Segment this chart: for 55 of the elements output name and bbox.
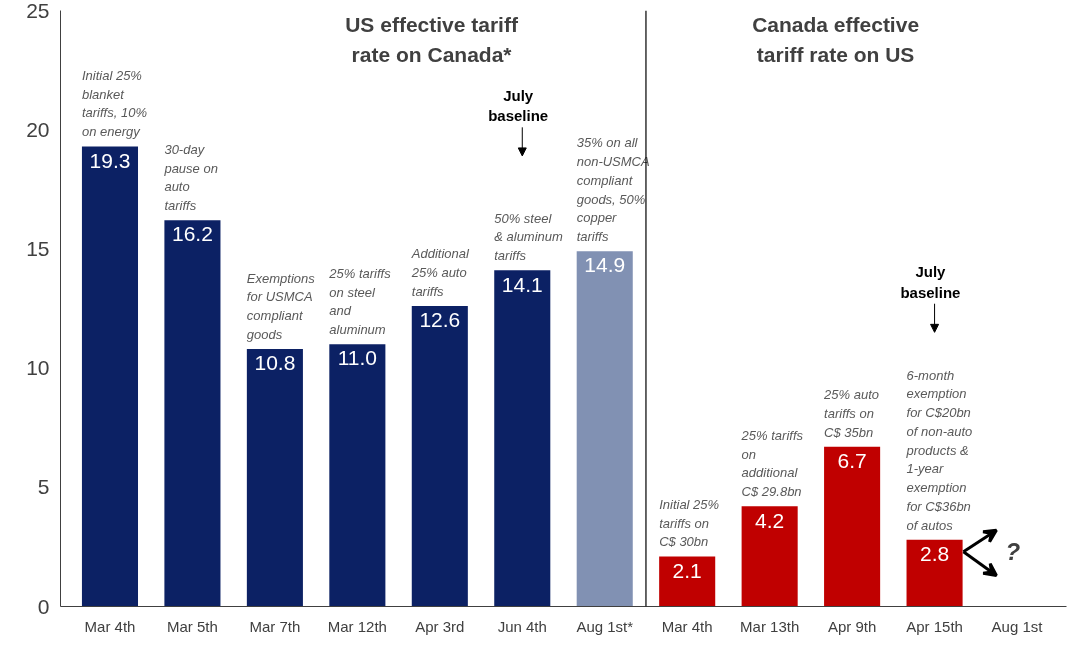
y-tick-label: 15: [26, 236, 50, 260]
x-tick-label: Jun 4th: [497, 617, 547, 635]
data-label: 16.2: [172, 222, 213, 246]
data-label: 2.1: [672, 558, 702, 582]
data-label: 2.8: [919, 541, 950, 565]
annotation: Exemptions for USMCA compliant goods: [246, 270, 316, 342]
bar: [824, 446, 881, 607]
annotation: 50% steel & aluminum tariffs: [494, 210, 564, 264]
x-tick-label: Apr 3rd: [415, 617, 465, 635]
x-tick-label: Mar 4th: [84, 617, 136, 635]
data-label: 11.0: [337, 346, 378, 370]
y-tick-label: 0: [37, 594, 50, 618]
annotation: US effective tariff rate on Canada*: [345, 12, 519, 66]
annotation: 25% tariffs on steel and aluminum: [328, 265, 392, 338]
data-label: 14.1: [501, 272, 543, 296]
x-tick-label: Apr 9th: [827, 617, 877, 635]
bar: [906, 539, 963, 607]
x-tick-label: Mar 13th: [740, 617, 800, 635]
data-label: 6.7: [837, 448, 867, 472]
data-label: 12.6: [419, 308, 461, 332]
annotation: 25% tariffs on additional C$ 29.8bn: [740, 427, 804, 500]
bar: [164, 220, 221, 607]
x-tick-label: Mar 4th: [661, 617, 713, 635]
annotation: Additional 25% auto tariffs: [410, 246, 470, 299]
bar: [329, 344, 386, 607]
y-tick-label: 10: [26, 356, 50, 380]
x-tick-label: Apr 15th: [906, 617, 963, 635]
y-tick-label: 20: [26, 117, 50, 141]
annotation: Initial 25% tariffs on C$ 30bn: [659, 496, 720, 550]
x-tick-label: Mar 5th: [167, 617, 218, 635]
bar: [576, 251, 633, 607]
data-label: 4.2: [755, 508, 785, 532]
y-tick-label: 5: [37, 475, 50, 499]
bar: [659, 556, 716, 607]
x-tick-label: Mar 7th: [249, 617, 301, 635]
bar: [494, 270, 551, 607]
annotation: Initial 25% blanket tariffs, 10% on energy: [81, 67, 147, 140]
x-tick-label: Aug 1st*: [576, 617, 634, 635]
data-label: 14.9: [584, 253, 626, 277]
x-tick-label: Aug 1st: [991, 617, 1044, 635]
bar: [81, 146, 139, 607]
text: 6-month exemption for C$20bn of non-auto products & 1-year exemption for C$36bn of autos: [906, 367, 973, 533]
annotation: 30-day pause on auto tariffs: [163, 141, 218, 214]
annotation: July baseline: [488, 86, 549, 125]
y-tick-label: 25: [26, 0, 50, 22]
bar: [246, 349, 303, 607]
annotation: July baseline: [900, 263, 961, 301]
annotation: 25% auto tariffs on C$ 35bn: [823, 387, 880, 440]
bar: [741, 506, 798, 607]
data-label: 19.3: [89, 148, 131, 172]
data-label: 10.8: [254, 351, 296, 375]
annotation: ?: [1005, 538, 1021, 566]
bar: [411, 306, 468, 607]
x-tick-label: Mar 12th: [327, 617, 387, 635]
annotation: Canada effective tariff rate on US: [752, 12, 920, 66]
